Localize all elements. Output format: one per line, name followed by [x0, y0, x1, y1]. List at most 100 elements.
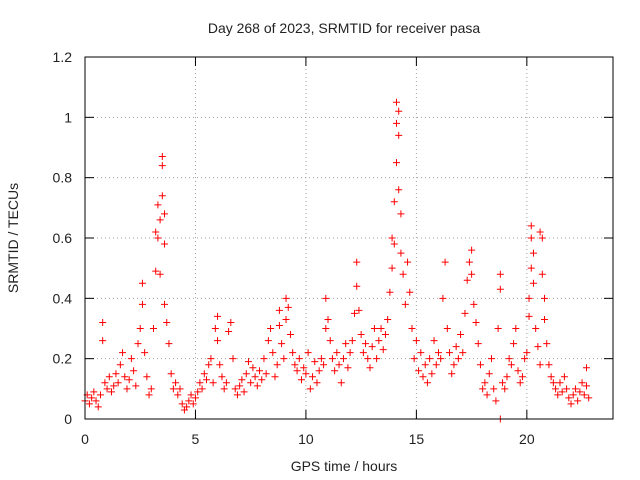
data-point: [567, 400, 575, 408]
data-point: [527, 234, 535, 242]
data-point: [366, 364, 374, 372]
y-tick-label: 1.2: [53, 49, 73, 65]
data-point: [141, 349, 149, 357]
data-point: [392, 159, 400, 167]
data-point: [90, 388, 98, 396]
data-point: [483, 391, 491, 399]
data-point: [392, 119, 400, 127]
data-point: [207, 355, 215, 363]
data-point: [269, 349, 277, 357]
data-point: [158, 153, 166, 161]
data-point: [88, 394, 96, 402]
data-point: [547, 373, 555, 381]
data-point: [322, 294, 330, 302]
data-point: [271, 373, 279, 381]
data-point: [344, 364, 352, 372]
data-point: [426, 355, 434, 363]
axis-ticks: 0 0.2 0.4 0.6 0.8 1 1.2 0 5 10 15 20: [53, 49, 613, 447]
data-point: [362, 340, 370, 348]
data-point: [236, 382, 244, 390]
data-point: [388, 264, 396, 272]
data-point: [571, 385, 579, 393]
data-point: [145, 391, 153, 399]
data-point: [496, 270, 504, 278]
data-point: [450, 361, 458, 369]
data-point: [300, 364, 308, 372]
data-point: [110, 382, 118, 390]
data-point: [214, 312, 222, 320]
data-point: [563, 385, 571, 393]
data-point: [119, 349, 127, 357]
data-point: [187, 391, 195, 399]
data-point: [167, 370, 175, 378]
data-point: [229, 355, 237, 363]
data-point: [441, 258, 449, 266]
data-point: [419, 373, 427, 381]
data-point: [392, 98, 400, 106]
data-point: [351, 309, 359, 317]
data-point: [465, 258, 473, 266]
data-point: [275, 306, 283, 314]
data-point: [158, 162, 166, 170]
data-point: [309, 373, 317, 381]
data-point: [565, 394, 573, 402]
data-point: [154, 201, 162, 209]
data-point: [278, 340, 286, 348]
data-point: [295, 355, 303, 363]
data-point: [545, 361, 553, 369]
data-point: [379, 346, 387, 354]
data-point: [260, 355, 268, 363]
data-point: [532, 325, 540, 332]
data-point: [227, 318, 235, 326]
data-point: [211, 325, 219, 332]
chart-title: Day 268 of 2023, SRMTID for receiver pas…: [208, 20, 481, 36]
data-points: [81, 98, 593, 423]
data-point: [337, 379, 345, 387]
data-point: [324, 315, 332, 323]
data-point: [549, 379, 557, 387]
data-point: [439, 294, 447, 302]
data-point: [161, 240, 169, 248]
data-point: [156, 270, 164, 278]
data-point: [214, 337, 222, 345]
data-point: [231, 385, 239, 393]
data-point: [136, 325, 144, 332]
data-point: [430, 337, 438, 345]
data-point: [105, 373, 113, 381]
data-point: [514, 367, 522, 375]
data-point: [114, 379, 122, 387]
data-point: [225, 328, 233, 336]
data-point: [328, 355, 336, 363]
data-point: [191, 394, 199, 402]
data-point: [165, 340, 173, 348]
x-tick-label: 15: [409, 431, 425, 447]
data-point: [289, 349, 297, 357]
data-point: [364, 355, 372, 363]
data-point: [282, 294, 290, 302]
data-point: [505, 355, 513, 363]
data-point: [156, 216, 164, 224]
data-point: [558, 388, 566, 396]
data-point: [390, 198, 398, 206]
data-point: [220, 385, 228, 393]
data-point: [448, 370, 456, 378]
data-point: [333, 349, 341, 357]
data-point: [468, 270, 476, 278]
data-point: [408, 325, 416, 332]
data-point: [273, 361, 281, 369]
data-point: [138, 279, 146, 287]
data-point: [518, 373, 526, 381]
data-point: [454, 355, 462, 363]
data-point: [253, 382, 261, 390]
data-point: [388, 234, 396, 242]
data-point: [582, 382, 590, 390]
data-point: [399, 270, 407, 278]
data-point: [541, 315, 549, 323]
data-point: [428, 370, 436, 378]
grid-lines: [85, 57, 613, 419]
data-point: [262, 370, 270, 378]
data-point: [459, 349, 467, 357]
data-point: [331, 367, 339, 375]
data-point: [512, 325, 520, 332]
data-point: [523, 349, 531, 357]
